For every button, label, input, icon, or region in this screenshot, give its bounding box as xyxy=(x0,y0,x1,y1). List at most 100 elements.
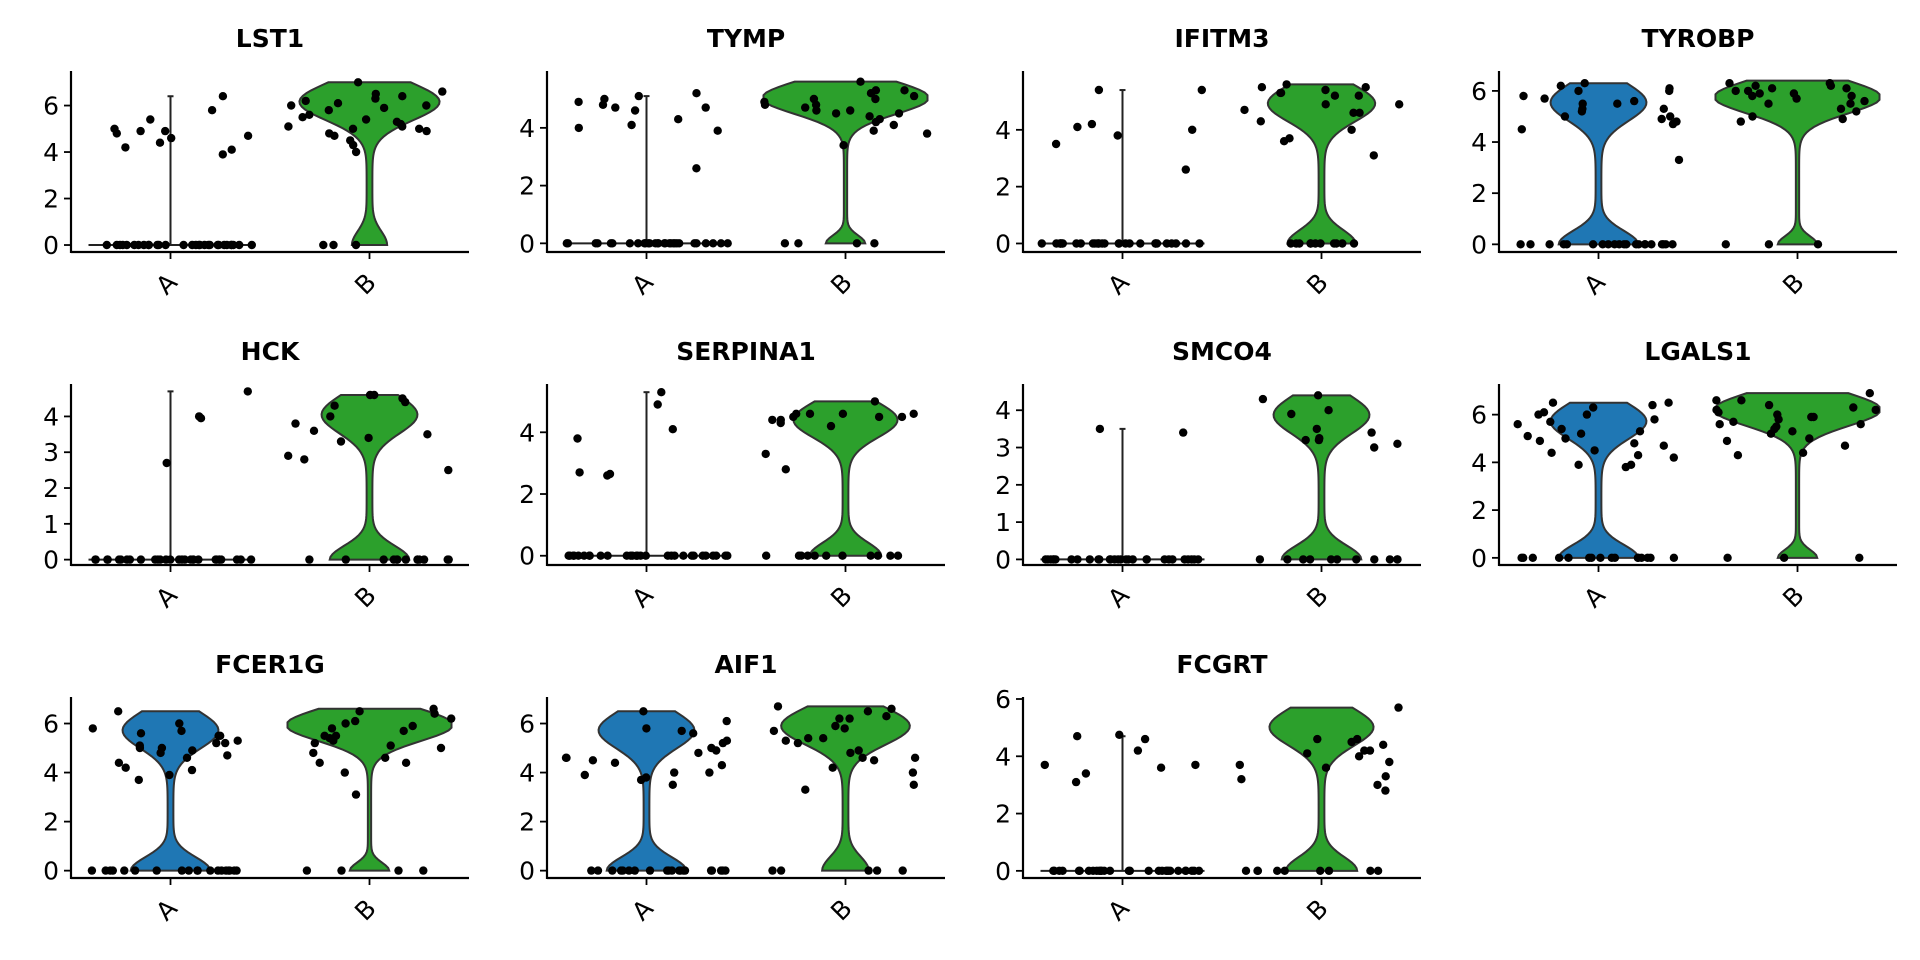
data-point xyxy=(1316,866,1325,875)
y-tick-label: 4 xyxy=(43,138,59,167)
data-point xyxy=(348,124,358,133)
data-point xyxy=(315,758,324,767)
data-point xyxy=(1321,763,1331,772)
data-point xyxy=(430,709,439,718)
data-point xyxy=(1737,396,1746,405)
data-point xyxy=(91,555,100,564)
data-point xyxy=(1528,553,1538,562)
violin-panel-hck: HCK 0 1 2 3 4 A B xyxy=(43,337,469,613)
data-point xyxy=(712,746,721,755)
data-point xyxy=(1577,107,1587,116)
y-tick-label: 3 xyxy=(43,438,59,467)
data-point xyxy=(1805,434,1814,443)
violin-panel-fcer1g: FCER1G 0 2 4 6 A B xyxy=(43,650,469,926)
data-point xyxy=(179,240,188,250)
data-point xyxy=(398,92,407,101)
data-point xyxy=(1326,555,1336,564)
data-point xyxy=(1764,240,1774,249)
data-point xyxy=(1668,119,1678,129)
data-point xyxy=(392,117,402,127)
data-point xyxy=(1381,772,1390,781)
data-point xyxy=(588,756,598,765)
data-point xyxy=(1071,777,1081,787)
data-point xyxy=(574,97,583,107)
data-point xyxy=(1580,79,1589,88)
violin-a xyxy=(1549,82,1648,246)
y-tick-label: 0 xyxy=(1471,544,1487,573)
data-point xyxy=(333,99,343,108)
data-point xyxy=(1556,81,1566,91)
data-point xyxy=(603,471,612,480)
y-tick-label: 2 xyxy=(519,480,535,509)
data-point xyxy=(186,555,195,564)
data-point xyxy=(1733,451,1743,460)
data-point xyxy=(193,866,202,875)
data-point xyxy=(886,551,895,560)
panel-title: FCER1G xyxy=(215,650,325,679)
data-point xyxy=(1361,83,1370,92)
data-point xyxy=(236,555,245,564)
data-point xyxy=(668,425,677,434)
data-point xyxy=(327,724,337,733)
y-tick-label: 6 xyxy=(43,710,59,739)
data-point xyxy=(1613,99,1622,108)
data-point xyxy=(1253,866,1262,875)
data-point xyxy=(1072,239,1081,248)
y-tick-label: 4 xyxy=(1471,448,1487,477)
data-point xyxy=(858,753,867,762)
data-point xyxy=(351,790,361,799)
data-point xyxy=(1582,410,1592,419)
data-point xyxy=(1630,96,1639,106)
data-point xyxy=(1121,239,1130,248)
data-point xyxy=(1574,460,1583,469)
data-point xyxy=(781,736,790,745)
data-point xyxy=(1842,84,1851,93)
data-point xyxy=(898,866,907,875)
data-point xyxy=(355,707,364,716)
data-point xyxy=(1394,703,1403,712)
data-point xyxy=(870,239,879,248)
data-point xyxy=(1037,239,1047,248)
data-point xyxy=(1114,239,1124,248)
x-tick-label: B xyxy=(1301,894,1334,927)
data-point xyxy=(1846,99,1855,108)
violin-b xyxy=(286,707,453,872)
data-point xyxy=(1871,405,1880,415)
data-point xyxy=(630,866,639,875)
x-tick-label: B xyxy=(1301,268,1334,301)
x-tick-label: A xyxy=(150,268,183,301)
data-point xyxy=(1774,415,1783,424)
data-point xyxy=(1041,555,1050,564)
data-point xyxy=(1373,866,1383,875)
data-point xyxy=(361,115,371,124)
data-point xyxy=(1160,555,1169,564)
data-point xyxy=(1674,155,1684,165)
data-point xyxy=(1330,91,1340,100)
data-point xyxy=(114,758,124,767)
data-point xyxy=(773,702,783,711)
data-point xyxy=(1142,555,1151,564)
data-point xyxy=(215,555,224,564)
data-point xyxy=(1564,553,1573,562)
x-tick-label: B xyxy=(825,894,858,927)
y-tick-label: 2 xyxy=(43,474,59,503)
panel-title: LST1 xyxy=(236,24,304,53)
data-point xyxy=(641,239,650,248)
x-tick-label: A xyxy=(1102,268,1135,301)
data-point xyxy=(1354,91,1364,100)
data-point xyxy=(866,551,875,560)
data-point xyxy=(300,455,309,464)
data-point xyxy=(1546,417,1555,426)
data-point xyxy=(708,239,718,248)
data-point xyxy=(1630,439,1639,448)
data-point xyxy=(1140,734,1150,744)
y-tick-label: 4 xyxy=(1471,128,1487,157)
data-point xyxy=(1081,769,1091,778)
data-point xyxy=(871,117,881,127)
data-point xyxy=(1299,555,1308,564)
data-point xyxy=(135,741,144,750)
data-point xyxy=(1084,866,1094,875)
data-point xyxy=(175,719,184,728)
y-tick-label: 2 xyxy=(1471,496,1487,525)
data-point xyxy=(1517,125,1527,134)
